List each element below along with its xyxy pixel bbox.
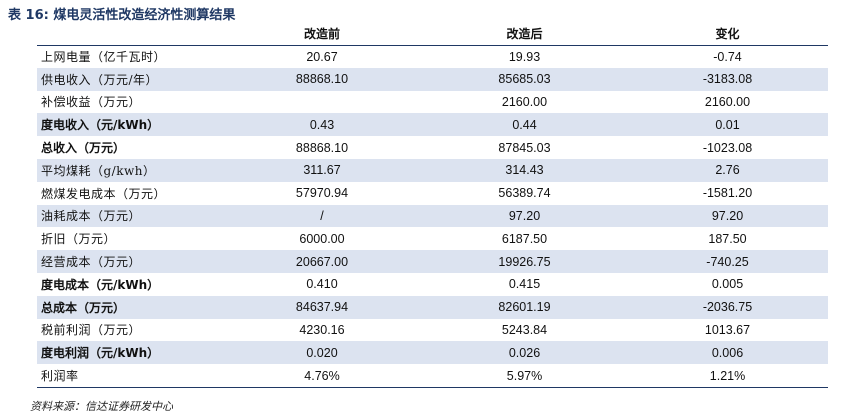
value-change: -3183.08 (702, 72, 753, 87)
value-change: 1.21% (709, 368, 746, 383)
value-after: 56389.74 (498, 186, 551, 201)
value-after: 97.20 (508, 208, 541, 223)
table-row: 油耗成本（万元） / 97.20 97.20 (37, 204, 828, 228)
table-row: 度电成本（元/kWh） 0.410 0.415 0.005 (37, 273, 828, 296)
row-label: 利润率 (41, 369, 79, 384)
row-label: 税前利润（万元） (41, 323, 142, 338)
row-label: 燃煤发电成本（万元） (41, 186, 167, 201)
value-change: -0.74 (713, 49, 742, 64)
value-change: 187.50 (708, 231, 747, 246)
value-before: / (320, 208, 324, 223)
table-title: 表 16: 煤电灵活性改造经济性测算结果 (8, 8, 236, 23)
value-before: 20.67 (306, 49, 338, 64)
table-row: 经营成本（万元） 20667.00 19926.75 -740.25 (37, 250, 828, 273)
row-label: 油耗成本（万元） (41, 209, 142, 224)
row-label: 总成本（万元） (41, 300, 126, 315)
value-before: 57970.94 (295, 186, 349, 201)
economics-table: 改造前 改造后 变化 上网电量（亿千瓦时） 20.67 19.93 -0.74 供电收入… (37, 23, 828, 387)
value-after: 19.93 (508, 49, 541, 64)
table-row: 度电利润（元/kWh） 0.020 0.026 0.006 (37, 341, 828, 365)
table-row: 供电收入（万元/年） 88868.10 85685.03 -3183.08 (37, 67, 828, 91)
value-before: 0.410 (306, 277, 338, 292)
value-after: 87845.03 (498, 140, 551, 155)
table-bottom-rule (37, 387, 828, 388)
header-change: 变化 (715, 27, 740, 42)
value-after: 85685.03 (498, 72, 551, 87)
header-before: 改造前 (303, 27, 340, 42)
table-row: 补偿收益（万元） 2160.00 2160.00 (37, 91, 828, 114)
value-after: 5.97% (506, 368, 543, 383)
table-row: 折旧（万元） 6000.00 6187.50 187.50 (37, 227, 828, 250)
value-change: 97.20 (711, 208, 744, 223)
row-label: 补偿收益（万元） (41, 95, 142, 110)
table-row: 燃煤发电成本（万元） 57970.94 56389.74 -1581.20 (37, 182, 828, 205)
value-before: 0.43 (309, 117, 335, 132)
table-row: 总收入（万元） 88868.10 87845.03 -1023.08 (37, 136, 828, 159)
value-after: 19926.75 (498, 254, 551, 269)
value-before: 4230.16 (299, 322, 345, 337)
value-before (222, 91, 422, 114)
value-before: 20667.00 (295, 254, 349, 269)
row-label: 供电收入（万元/年） (41, 72, 159, 87)
value-before: 4.76% (304, 368, 340, 383)
value-change: 0.005 (711, 277, 744, 292)
row-label: 平均煤耗（g/kwh） (41, 163, 156, 178)
value-change: -740.25 (706, 254, 749, 269)
table-header: 改造前 改造后 变化 (37, 23, 828, 45)
value-after: 0.415 (508, 277, 541, 292)
value-change: -1023.08 (702, 140, 753, 155)
value-before: 6000.00 (299, 231, 345, 246)
row-label: 经营成本（万元） (41, 255, 142, 270)
table-row: 平均煤耗（g/kwh） 311.67 314.43 2.76 (37, 158, 828, 182)
row-label: 折旧（万元） (41, 232, 117, 247)
value-change: 0.006 (711, 345, 744, 360)
table-row: 总成本（万元） 84637.94 82601.19 -2036.75 (37, 295, 828, 319)
row-label: 度电利润（元/kWh） (41, 346, 160, 361)
value-change: 0.01 (715, 117, 740, 132)
data-table-container: 改造前 改造后 变化 上网电量（亿千瓦时） 20.67 19.93 -0.74 供电收入… (37, 23, 828, 388)
value-after: 2160.00 (501, 94, 548, 109)
value-after: 6187.50 (501, 231, 548, 246)
value-before: 311.67 (303, 163, 341, 178)
value-before: 88868.10 (295, 72, 349, 87)
header-row: 改造前 改造后 变化 (37, 23, 828, 45)
value-after: 82601.19 (498, 300, 551, 315)
source-note: 资料来源：信达证券研发中心 (30, 400, 173, 413)
row-label: 度电收入（元/kWh） (41, 118, 160, 133)
header-after: 改造后 (506, 27, 543, 42)
value-change: 2.76 (715, 163, 740, 178)
value-before: 0.020 (306, 345, 338, 360)
table-body: 上网电量（亿千瓦时） 20.67 19.93 -0.74 供电收入（万元/年） 88868… (37, 45, 828, 387)
value-change: -1581.20 (702, 186, 753, 201)
value-after: 0.026 (508, 345, 541, 360)
table-row: 度电收入（元/kWh） 0.43 0.44 0.01 (37, 113, 828, 137)
row-label: 总收入（万元） (41, 141, 126, 156)
value-change: -2036.75 (702, 300, 753, 315)
value-after: 0.44 (512, 117, 537, 132)
value-change: 1013.67 (704, 322, 751, 337)
row-label: 上网电量（亿千瓦时） (41, 50, 167, 65)
value-after: 5243.84 (501, 322, 548, 337)
header-label-column (37, 23, 222, 45)
value-after: 314.43 (505, 163, 544, 178)
table-row: 利润率 4.76% 5.97% 1.21% (37, 364, 828, 387)
value-before: 88868.10 (295, 140, 349, 155)
table-row: 上网电量（亿千瓦时） 20.67 19.93 -0.74 (37, 45, 828, 68)
row-label: 度电成本（元/kWh） (41, 277, 160, 292)
value-change: 2160.00 (704, 94, 751, 109)
value-before: 84637.94 (295, 300, 349, 315)
table-row: 税前利润（万元） 4230.16 5243.84 1013.67 (37, 319, 828, 342)
